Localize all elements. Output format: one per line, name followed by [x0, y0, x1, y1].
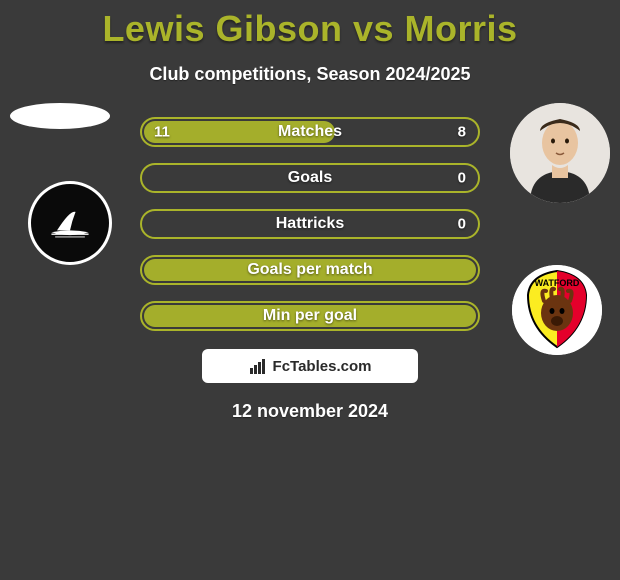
stat-right-value: 0: [458, 170, 466, 187]
stat-left-value: 11: [154, 124, 170, 141]
club-left-logo: [28, 181, 112, 265]
page-title: Lewis Gibson vs Morris: [0, 0, 620, 50]
stat-right-value: 8: [458, 124, 466, 141]
stat-bar-label: Matches: [278, 123, 342, 141]
stat-bar-label: Goals: [288, 169, 332, 187]
stat-right-value: 0: [458, 216, 466, 233]
stat-bar-label: Goals per match: [247, 261, 372, 279]
stat-bar-goals: Goals 0: [140, 163, 480, 193]
stat-bar-min-per-goal: Min per goal: [140, 301, 480, 331]
stat-bar-label: Min per goal: [263, 307, 357, 325]
comparison-content: WATFORD Matches118Goals0Hattricks0Goals …: [0, 117, 620, 422]
footer-brand-card: FcTables.com: [202, 349, 418, 383]
subtitle: Club competitions, Season 2024/2025: [0, 64, 620, 85]
chart-icon: [249, 357, 267, 375]
footer-brand-text: FcTables.com: [273, 358, 372, 375]
stat-bar-matches: Matches 11 8: [140, 117, 480, 147]
date-text: 12 november 2024: [0, 401, 620, 422]
stat-bars: Matches 11 8 Goals 0 Hattricks 0 Goals per matc…: [140, 117, 480, 331]
svg-text:WATFORD: WATFORD: [535, 278, 580, 288]
stat-bar-label: Hattricks: [276, 215, 344, 233]
player-left-photo: [10, 103, 110, 129]
player-right-photo: [510, 103, 610, 203]
stat-bar-hattricks: Hattricks 0: [140, 209, 480, 239]
stat-bar-goals-per-match: Goals per match: [140, 255, 480, 285]
club-right-logo: WATFORD: [512, 265, 602, 355]
